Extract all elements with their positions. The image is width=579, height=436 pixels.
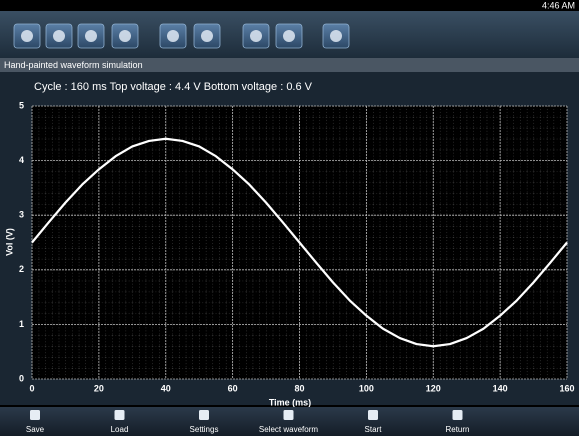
toolbar-glyph[interactable] — [53, 30, 65, 42]
x-tick-label: 80 — [294, 383, 304, 393]
button-label[interactable]: Load — [111, 425, 129, 434]
y-axis-label: Vol (V) — [4, 228, 14, 256]
button-icon[interactable] — [114, 410, 125, 420]
toolbar-button[interactable] — [45, 23, 73, 49]
y-tick-label: 3 — [19, 210, 24, 220]
bottom-button[interactable]: Settings — [190, 410, 219, 434]
x-tick-label: 140 — [493, 383, 508, 393]
toolbar-glyph[interactable] — [85, 30, 97, 42]
x-tick-label: 20 — [94, 383, 104, 393]
button-icon[interactable] — [30, 410, 40, 420]
toolbar-button[interactable] — [13, 23, 41, 49]
toolbar-glyph[interactable] — [330, 30, 342, 42]
button-icon[interactable] — [283, 410, 294, 420]
x-tick-label: 60 — [228, 383, 238, 393]
y-tick-label: 5 — [19, 100, 24, 110]
info-text: Cycle : 160 ms Top voltage : 4.4 V Botto… — [34, 81, 313, 93]
toolbar-button[interactable] — [159, 23, 187, 49]
toolbar-button[interactable] — [322, 23, 350, 49]
waveform-line — [31, 137, 568, 348]
button-label[interactable]: Save — [26, 425, 45, 434]
bottom-button[interactable]: Save — [26, 410, 45, 434]
x-tick-label: 0 — [29, 383, 34, 393]
button-label[interactable]: Select waveform — [259, 425, 318, 434]
status-bar — [0, 0, 579, 11]
x-tick-label: 160 — [559, 383, 574, 393]
bottom-button[interactable]: Load — [111, 410, 129, 434]
bottom-button[interactable]: Start — [365, 410, 383, 434]
toolbar-button[interactable] — [77, 23, 105, 49]
toolbar-button[interactable] — [193, 23, 221, 49]
y-tick-label: 2 — [19, 264, 24, 274]
x-tick-label: 120 — [426, 383, 441, 393]
y-tick-label: 1 — [19, 319, 24, 329]
y-tick-label: 0 — [19, 373, 24, 383]
toolbar-glyph[interactable] — [250, 30, 262, 42]
toolbar-glyph[interactable] — [283, 30, 295, 42]
toolbar-glyph[interactable] — [167, 30, 179, 42]
y-tick-label: 4 — [19, 155, 24, 165]
title-bar — [0, 58, 579, 72]
button-icon[interactable] — [199, 410, 209, 420]
toolbar-glyph[interactable] — [21, 30, 33, 42]
button-label[interactable]: Settings — [190, 425, 219, 434]
bottom-button[interactable]: Select waveform — [259, 410, 318, 434]
x-tick-label: 40 — [161, 383, 171, 393]
toolbar-glyph[interactable] — [119, 30, 131, 42]
toolbar-button[interactable] — [275, 23, 303, 49]
status-time: 4:46 AM — [542, 0, 575, 10]
toolbar-button[interactable] — [242, 23, 270, 49]
toolbar-button[interactable] — [111, 23, 139, 49]
button-label[interactable]: Return — [445, 425, 469, 434]
x-tick-label: 100 — [359, 383, 374, 393]
button-icon[interactable] — [368, 410, 378, 420]
x-axis-label: Time (ms) — [269, 397, 311, 407]
bottom-button[interactable]: Return — [445, 410, 470, 434]
button-icon[interactable] — [452, 410, 463, 420]
button-label[interactable]: Start — [365, 425, 383, 434]
title-bar-text: Hand-painted waveform simulation — [4, 60, 143, 70]
toolbar-glyph[interactable] — [201, 30, 213, 42]
